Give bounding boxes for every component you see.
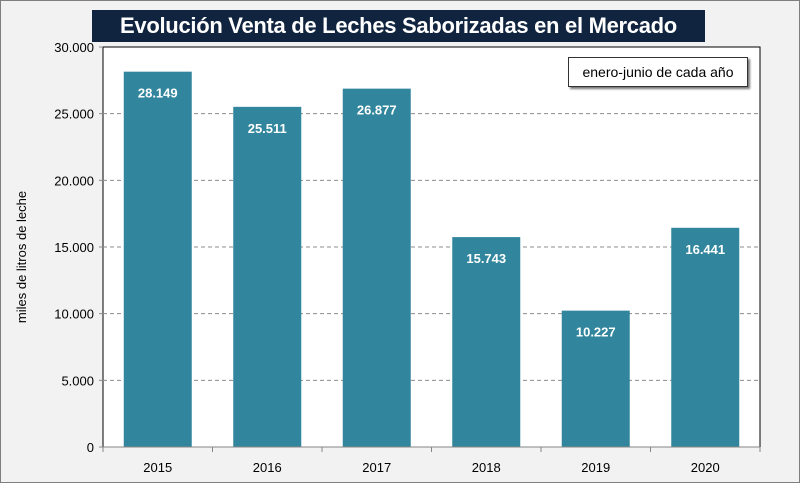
chart-title: Evolución Venta de Leches Saborizadas en…: [92, 10, 705, 70]
y-tick-label: 15.000: [54, 240, 94, 255]
data-label: 15.743: [466, 251, 506, 266]
x-tick-label: 2017: [362, 460, 391, 475]
bar-2017: [342, 88, 411, 447]
x-tick-label: 2019: [581, 460, 610, 475]
y-tick-label: 5.000: [61, 373, 94, 388]
y-tick-label: 10.000: [54, 307, 94, 322]
annotation-box: enero-junio de cada año: [568, 57, 748, 87]
bar-2015: [123, 71, 192, 448]
data-label: 16.441: [685, 242, 725, 257]
data-label: 28.149: [138, 86, 178, 101]
y-tick-label: 0: [87, 440, 94, 455]
x-tick-label: 2020: [691, 460, 720, 475]
data-label: 10.227: [576, 325, 616, 340]
bar-2016: [233, 106, 302, 447]
bar-2020: [671, 227, 740, 447]
y-tick-label: 30.000: [54, 40, 94, 55]
data-label: 26.877: [357, 103, 397, 118]
bar-2018: [452, 237, 521, 447]
y-axis-label: miles de litros de leche: [14, 191, 29, 323]
bar-2019: [561, 310, 630, 447]
x-tick-label: 2015: [143, 460, 172, 475]
x-tick-label: 2016: [253, 460, 282, 475]
y-tick-label: 25.000: [54, 107, 94, 122]
data-label: 25.511: [248, 121, 287, 136]
y-tick-label: 20.000: [54, 173, 94, 188]
x-tick-label: 2018: [472, 460, 501, 475]
